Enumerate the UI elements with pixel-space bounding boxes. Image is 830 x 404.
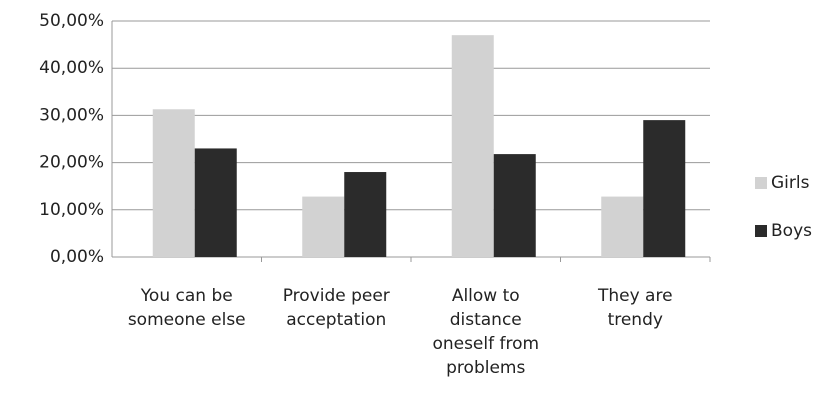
- bar: [643, 120, 686, 258]
- bar: [601, 196, 644, 257]
- y-tick-label: 50,00%: [39, 11, 104, 31]
- y-tick-label: 30,00%: [39, 105, 104, 125]
- bar: [152, 109, 195, 257]
- x-tick-label: They are trendy: [597, 286, 673, 330]
- x-tick-label: Provide peer acceptation: [282, 286, 390, 330]
- legend-swatch: [755, 225, 767, 237]
- x-tick-label: Allow to distance oneself from problems: [432, 286, 540, 378]
- bar: [344, 172, 387, 257]
- bar: [302, 196, 345, 257]
- bar: [194, 148, 237, 257]
- x-tick-label: You can be someone else: [127, 286, 246, 330]
- y-tick-label: 40,00%: [39, 58, 104, 78]
- bar: [451, 35, 494, 257]
- y-tick-label: 20,00%: [39, 153, 104, 173]
- legend-label: Boys: [771, 221, 812, 241]
- y-tick-label: 0,00%: [50, 247, 104, 267]
- legend-swatch: [755, 177, 767, 189]
- y-tick-label: 10,00%: [39, 200, 104, 220]
- bar: [493, 154, 536, 257]
- legend-label: Girls: [771, 173, 810, 193]
